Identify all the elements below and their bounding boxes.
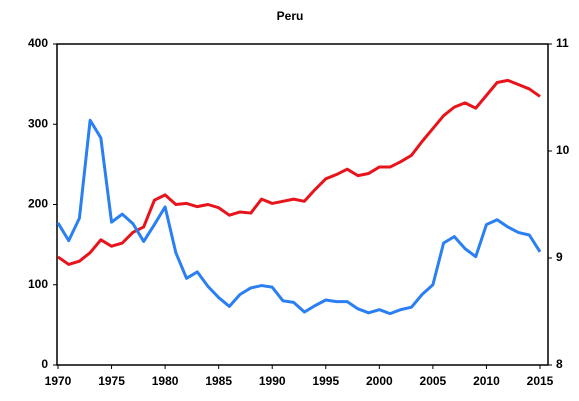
x-tick-label: 1985 xyxy=(205,374,232,388)
y2-tick-label: 8 xyxy=(556,357,563,371)
x-tick-label: 2010 xyxy=(473,374,500,388)
y2-tick-label: 11 xyxy=(556,36,569,50)
x-tick-label: 1970 xyxy=(45,374,72,388)
x-tick-label: 1980 xyxy=(152,374,179,388)
x-tick-label: 1975 xyxy=(98,374,125,388)
y-tick-label: 400 xyxy=(28,36,48,50)
x-tick-label: 2015 xyxy=(527,374,554,388)
y2-tick-label: 9 xyxy=(556,250,563,264)
x-tick-label: 2005 xyxy=(420,374,447,388)
x-tick-label: 1995 xyxy=(312,374,339,388)
y-tick-label: 100 xyxy=(28,277,48,291)
chart-title: Peru xyxy=(277,9,304,23)
plot-frame xyxy=(56,43,549,366)
y-tick-label: 200 xyxy=(28,197,48,211)
y-tick-label: 0 xyxy=(41,357,48,371)
x-tick-label: 2000 xyxy=(366,374,393,388)
x-tick-label: 1990 xyxy=(259,374,286,388)
y-tick-label: 300 xyxy=(28,116,48,130)
y2-tick-label: 10 xyxy=(556,143,570,157)
series-line xyxy=(57,78,541,266)
series-line xyxy=(56,118,542,316)
